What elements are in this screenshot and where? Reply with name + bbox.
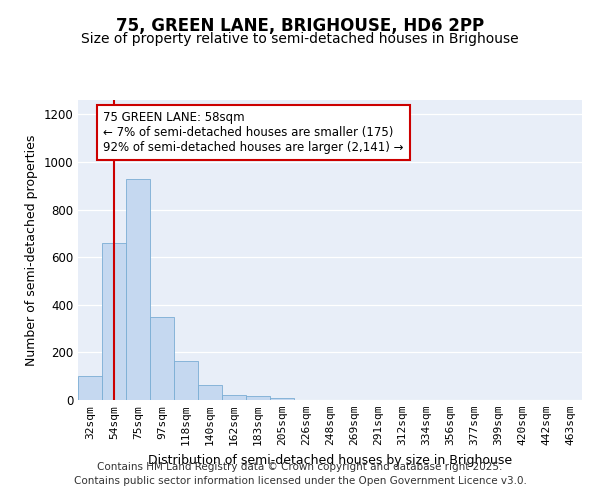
Text: Contains HM Land Registry data © Crown copyright and database right 2025.: Contains HM Land Registry data © Crown c… <box>97 462 503 472</box>
Bar <box>222 395 246 400</box>
X-axis label: Distribution of semi-detached houses by size in Brighouse: Distribution of semi-detached houses by … <box>148 454 512 466</box>
Text: Size of property relative to semi-detached houses in Brighouse: Size of property relative to semi-detach… <box>81 32 519 46</box>
Bar <box>126 178 150 400</box>
Y-axis label: Number of semi-detached properties: Number of semi-detached properties <box>25 134 38 366</box>
Text: 75 GREEN LANE: 58sqm
← 7% of semi-detached houses are smaller (175)
92% of semi-: 75 GREEN LANE: 58sqm ← 7% of semi-detach… <box>103 110 404 154</box>
Bar <box>246 396 270 400</box>
Bar <box>78 376 102 400</box>
Bar <box>198 384 222 400</box>
Bar <box>150 316 174 400</box>
Text: 75, GREEN LANE, BRIGHOUSE, HD6 2PP: 75, GREEN LANE, BRIGHOUSE, HD6 2PP <box>116 18 484 36</box>
Text: Contains public sector information licensed under the Open Government Licence v3: Contains public sector information licen… <box>74 476 526 486</box>
Bar <box>270 398 294 400</box>
Bar <box>174 360 198 400</box>
Bar <box>102 243 126 400</box>
